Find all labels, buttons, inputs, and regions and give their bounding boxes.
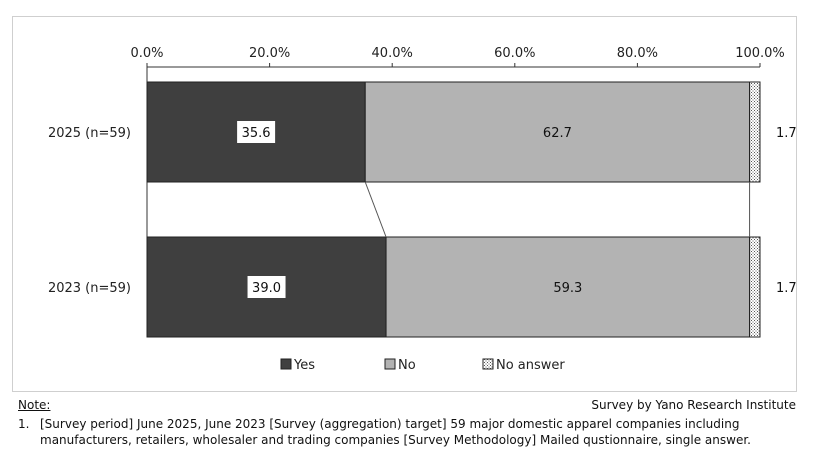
legend-label: No: [398, 358, 416, 373]
note-number: 1.: [18, 417, 30, 431]
stacked-bar-chart: 0.0% 20.0% 40.0% 60.0% 80.0% 100.0% 2025 (n=5…: [48, 46, 797, 373]
data-label: 1.7: [776, 126, 797, 141]
x-tick-label: 60.0%: [494, 46, 535, 61]
legend-swatch: [280, 358, 292, 370]
bar-no: [364, 81, 751, 183]
data-label: 35.6: [242, 126, 271, 141]
data-label-box: [247, 276, 286, 298]
note-body: [Survey period] June 2025, June 2023 [Su…: [40, 417, 751, 447]
x-tick-label: 0.0%: [130, 46, 163, 61]
data-label: 1.7: [776, 281, 797, 296]
category-label: 2023 (n=59): [48, 281, 131, 296]
x-tick-label: 40.0%: [372, 46, 413, 61]
x-tick-label: 20.0%: [249, 46, 290, 61]
category-label: 2025 (n=59): [48, 126, 131, 141]
bar-no-answer: [749, 81, 761, 183]
legend-swatch: [384, 358, 396, 370]
data-label-box: [237, 121, 276, 143]
note-text-block: 1. [Survey period] June 2025, June 2023 …: [18, 416, 800, 448]
source-credit: Survey by Yano Research Institute: [591, 398, 796, 412]
x-tick-label: 100.0%: [735, 46, 785, 61]
connector-line: [364, 181, 387, 238]
legend-swatch: [482, 358, 494, 370]
bar-no-answer: [749, 236, 761, 338]
data-label: 59.3: [553, 281, 582, 296]
x-tick-label: 80.0%: [617, 46, 658, 61]
legend-label: No answer: [496, 358, 565, 373]
legend-label: Yes: [293, 358, 315, 373]
data-label: 39.0: [252, 281, 281, 296]
note-title: Note:: [18, 398, 51, 412]
chart-frame: 0.0% 20.0% 40.0% 60.0% 80.0% 100.0% 2025 (n=5…: [12, 16, 797, 392]
data-label: 62.7: [543, 126, 572, 141]
